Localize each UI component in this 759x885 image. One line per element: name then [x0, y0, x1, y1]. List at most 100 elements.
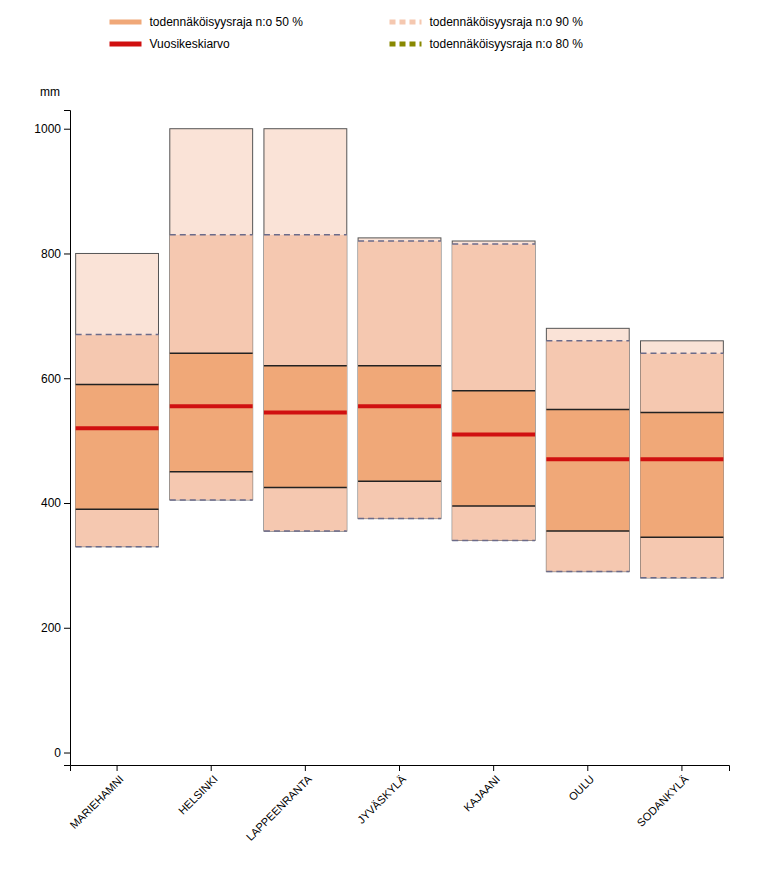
band: [76, 384, 159, 509]
column-outline: [264, 129, 347, 531]
y-tick-label: 1000: [34, 122, 61, 136]
column-outline: [358, 238, 441, 519]
marks: [76, 129, 724, 578]
legend-swatch: [390, 20, 422, 25]
legend-swatch: [110, 20, 142, 25]
x-tick-mark: [493, 765, 494, 771]
x-tick-label: MARIEHAMNI: [67, 773, 125, 831]
legend-item: Vuosikeskiarvo: [110, 37, 231, 51]
x-tick-label: LAPPEENRANTA: [244, 772, 315, 843]
y-label: mm: [40, 85, 60, 99]
x-axis-line: [71, 766, 730, 772]
mean-line: [264, 411, 347, 415]
legend-item: todennäköisyysraja n:o 80 %: [390, 37, 584, 51]
bound-line: [264, 234, 347, 236]
x-tick-label: HELSINKI: [176, 773, 220, 817]
column-outline: [170, 129, 253, 500]
legend-item: todennäköisyysraja n:o 50 %: [110, 15, 304, 29]
legend-swatch: [390, 42, 422, 47]
legend-item: todennäköisyysraja n:o 90 %: [390, 15, 584, 29]
x-axis: MARIEHAMNI HELSINKI LAPPEENRANTA JYVÄSKYLÄ K…: [67, 765, 729, 843]
bound-line: [641, 412, 724, 414]
mean-line: [170, 404, 253, 408]
bound-line: [452, 243, 535, 245]
y-axis: 0 200 400 600 800 1000: [34, 111, 70, 766]
x-tick-mark: [117, 765, 118, 771]
column-outline: [546, 328, 629, 571]
y-tick-label: 400: [41, 496, 61, 510]
y-tick-mark: [64, 628, 70, 629]
bound-line: [641, 577, 724, 579]
y-tick-mark: [64, 753, 70, 754]
band: [170, 353, 253, 472]
bound-line: [546, 530, 629, 532]
y-tick: 0: [54, 746, 70, 760]
column-extension: [76, 253, 159, 334]
band: [641, 353, 724, 578]
bound-line: [546, 571, 629, 573]
x-tick: HELSINKI: [176, 765, 220, 817]
bound-line: [358, 240, 441, 242]
y-tick-mark: [64, 503, 70, 504]
y-tick-label: 600: [41, 372, 61, 386]
x-tick-mark: [211, 765, 212, 771]
bound-line: [546, 340, 629, 342]
mean-line: [452, 432, 535, 436]
mean-line: [358, 404, 441, 408]
x-tick: KAJAANI: [461, 765, 502, 814]
bound-line: [641, 537, 724, 539]
band: [170, 235, 253, 500]
y-tick-mark: [64, 378, 70, 379]
mean-line: [641, 457, 724, 461]
bound-line: [76, 384, 159, 386]
x-tick-mark: [587, 765, 588, 771]
x-tick-label: JYVÄSKYLÄ: [355, 772, 408, 825]
legend: todennäköisyysraja n:o 50 % todennäköisyy…: [110, 15, 584, 51]
legend-label: Vuosikeskiarvo: [150, 37, 231, 51]
column-extension: [641, 341, 724, 353]
band: [358, 366, 441, 481]
legend-label: todennäköisyysraja n:o 50 %: [150, 15, 304, 29]
x-tick-mark: [681, 765, 682, 771]
bound-line: [452, 540, 535, 542]
y-tick-label: 800: [41, 247, 61, 261]
x-tick: JYVÄSKYLÄ: [355, 765, 408, 826]
y-tick-mark: [64, 253, 70, 254]
bound-line: [264, 365, 347, 367]
legend-swatch: [110, 42, 142, 47]
x-tick: SODANKYLÄ: [634, 765, 691, 829]
y-tick: 800: [41, 247, 70, 261]
x-tick-label: SODANKYLÄ: [634, 772, 691, 829]
column-extension: [264, 129, 347, 235]
bound-line: [358, 518, 441, 520]
column-extension: [170, 129, 253, 235]
y-tick-label: 0: [54, 746, 61, 760]
bound-line: [76, 508, 159, 510]
bound-line: [76, 546, 159, 548]
y-tick: 600: [41, 372, 70, 386]
bound-line: [452, 390, 535, 392]
band: [452, 391, 535, 506]
column-outline: [641, 341, 724, 578]
band: [358, 241, 441, 519]
bound-line: [358, 365, 441, 367]
y-tick: 400: [41, 496, 70, 510]
bound-line: [170, 234, 253, 236]
band: [264, 235, 347, 531]
legend-label: todennäköisyysraja n:o 90 %: [430, 15, 584, 29]
bound-line: [358, 480, 441, 482]
bound-line: [76, 334, 159, 336]
y-tick: 200: [41, 621, 70, 635]
bound-line: [452, 505, 535, 507]
bound-line: [170, 499, 253, 501]
y-tick-label: 200: [41, 621, 61, 635]
column-extension: [546, 328, 629, 340]
bound-line: [170, 471, 253, 473]
y-axis-line: [64, 111, 71, 766]
x-tick-mark: [399, 765, 400, 771]
mean-line: [76, 426, 159, 430]
x-tick: MARIEHAMNI: [67, 765, 125, 831]
bound-line: [264, 530, 347, 532]
mean-line: [546, 457, 629, 461]
column-outline: [76, 253, 159, 546]
